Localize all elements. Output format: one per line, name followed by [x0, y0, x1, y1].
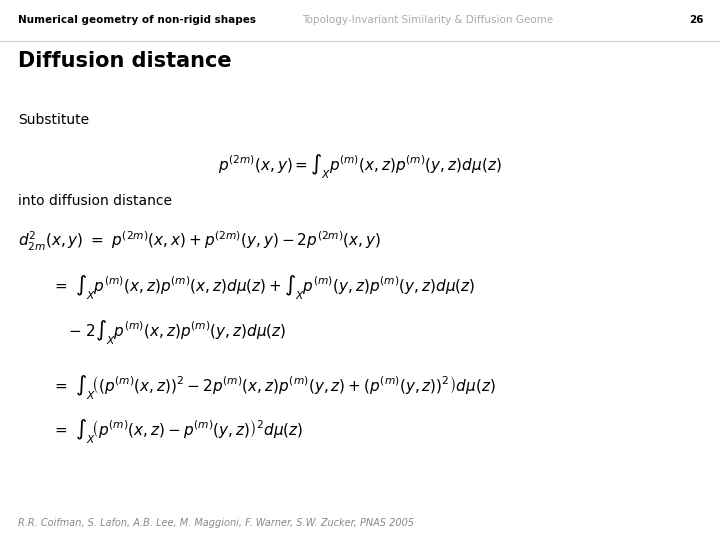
Text: $=\ \int_X\!\left(p^{(m)}(x,z)-p^{(m)}(y,z)\right)^2 d\mu(z)$: $=\ \int_X\!\left(p^{(m)}(x,z)-p^{(m)}(y… — [52, 417, 303, 446]
Text: $=\ \int_X\!\left((p^{(m)}(x,z))^2-2p^{(m)}(x,z)p^{(m)}(y,z)+(p^{(m)}(y,z))^2\ri: $=\ \int_X\!\left((p^{(m)}(x,z))^2-2p^{(… — [52, 373, 495, 402]
Text: into diffusion distance: into diffusion distance — [18, 194, 172, 208]
Text: Substitute: Substitute — [18, 113, 89, 127]
Text: 26: 26 — [689, 15, 703, 25]
Text: $=\ \int_X p^{(m)}(x,z)p^{(m)}(x,z)d\mu(z)+\int_X p^{(m)}(y,z)p^{(m)}(y,z)d\mu(z: $=\ \int_X p^{(m)}(x,z)p^{(m)}(x,z)d\mu(… — [52, 274, 475, 302]
Text: Numerical geometry of non-rigid shapes: Numerical geometry of non-rigid shapes — [18, 15, 256, 25]
Text: $-\ 2\int_X p^{(m)}(x,z)p^{(m)}(y,z)d\mu(z)$: $-\ 2\int_X p^{(m)}(x,z)p^{(m)}(y,z)d\mu… — [68, 318, 287, 347]
Text: $d^2_{2m}(x,y)\ =\ p^{(2m)}(x,x)+p^{(2m)}(y,y)-2p^{(2m)}(x,y)$: $d^2_{2m}(x,y)\ =\ p^{(2m)}(x,x)+p^{(2m)… — [18, 230, 382, 253]
Text: $p^{(2m)}(x,y) = \int_X p^{(m)}(x,z)p^{(m)}(y,z)d\mu(z)$: $p^{(2m)}(x,y) = \int_X p^{(m)}(x,z)p^{(… — [218, 152, 502, 181]
Text: Topology-Invariant Similarity & Diffusion Geome: Topology-Invariant Similarity & Diffusio… — [302, 15, 554, 25]
Text: Diffusion distance: Diffusion distance — [18, 51, 232, 71]
Text: R.R. Coifman, S. Lafon, A.B. Lee, M. Maggioni, F. Warner, S.W. Zucker, PNAS 2005: R.R. Coifman, S. Lafon, A.B. Lee, M. Mag… — [18, 518, 414, 528]
